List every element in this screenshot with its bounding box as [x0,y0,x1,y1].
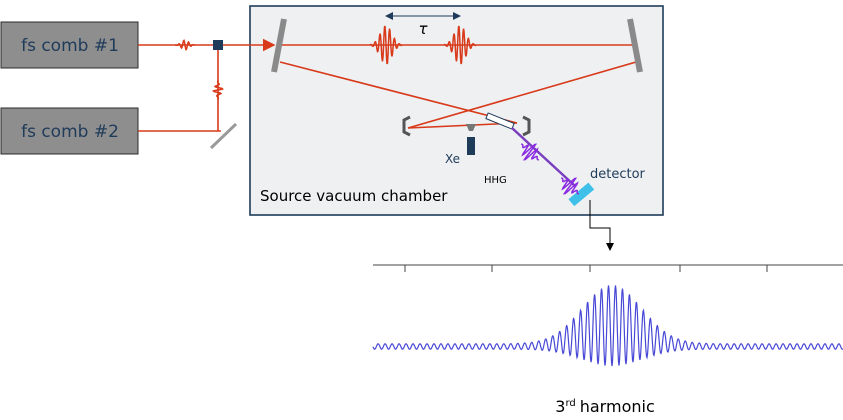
suffix: rd [565,398,575,409]
label: harmonic [580,397,655,416]
order: 3 [555,397,565,416]
detector-label: detector [590,167,646,182]
hhg-label: HHG [484,175,507,186]
diagram: fs comb #1 fs comb #2 Source vacuum cham… [0,0,843,420]
gas-label: Xe [445,152,460,166]
source-label: fs comb #2 [21,122,119,142]
result-label: 3rd harmonic [555,397,654,416]
wave-packet [175,40,195,49]
chamber [250,6,663,215]
interferogram [373,265,843,366]
wave-packet [213,80,222,100]
source-label: fs comb #1 [21,36,119,56]
delay-label: τ [418,20,428,38]
chamber-label: Source vacuum chamber [260,187,448,205]
